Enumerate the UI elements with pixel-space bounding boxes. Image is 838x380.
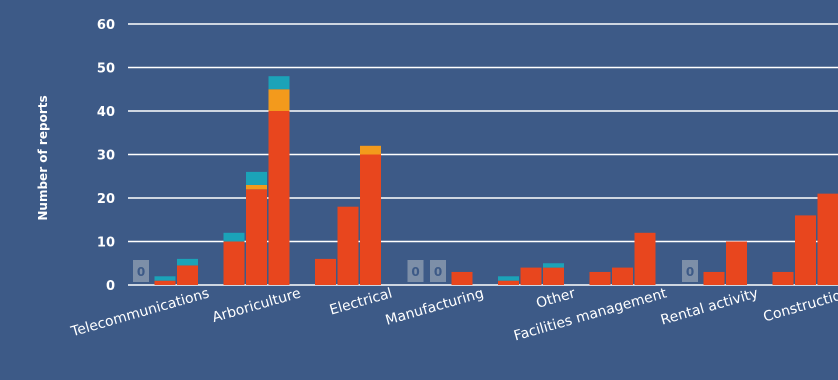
category-label: Facilities management (512, 285, 669, 344)
bar-segment-red (817, 193, 838, 285)
bar-segment-red (223, 241, 245, 285)
bar-segment-red (795, 215, 816, 285)
bar-segment-orange (360, 145, 381, 155)
bar-segment-red (315, 258, 336, 285)
zero-marker (682, 260, 698, 282)
bar-segment-red (612, 267, 633, 285)
bar-segment-teal (246, 171, 267, 185)
bar-segment-teal (154, 276, 176, 281)
bar-segment-red (772, 271, 794, 285)
bar-segment-teal (543, 263, 564, 268)
bar-segment-orange (246, 184, 267, 190)
zero-marker (407, 260, 424, 282)
zero-marker-label: 0 (137, 265, 145, 279)
zero-marker-label: 0 (686, 265, 694, 279)
bar-segment-orange (268, 89, 290, 111)
zero-marker (133, 260, 149, 282)
y-tick-label: 40 (97, 105, 115, 120)
bar-segment-red (589, 271, 611, 285)
y-tick-label: 30 (97, 149, 115, 164)
bar-segment-teal (177, 258, 198, 266)
zero-marker-label: 0 (411, 265, 419, 279)
category-label: Construction (762, 285, 838, 325)
bar-segment-red (703, 271, 725, 285)
bar-segment-red (268, 111, 290, 285)
bar-segment-red (726, 241, 747, 285)
bar-segment-red (337, 206, 359, 285)
bar-segment-teal (223, 232, 245, 242)
bar-segment-red (451, 271, 473, 285)
y-tick-label: 10 (97, 236, 115, 251)
y-tick-label: 60 (97, 18, 115, 33)
category-label: Manufacturing (384, 285, 486, 328)
bar-segment-red (520, 267, 542, 285)
y-tick-label: 50 (97, 62, 115, 77)
bar-segment-red (498, 280, 519, 285)
category-label: Telecommunications (68, 285, 211, 340)
bar-segment-red (177, 265, 198, 285)
bars (133, 76, 838, 285)
category-label: Arboriculture (210, 285, 302, 326)
zero-marker (430, 260, 446, 282)
y-tick-label: 0 (106, 279, 115, 294)
zero-marker-label: 0 (434, 265, 442, 279)
bar-segment-red (360, 154, 381, 285)
bar-segment-red (634, 232, 656, 285)
category-label: Other (534, 285, 577, 311)
bar-segment-teal (268, 76, 290, 90)
bar-segment-red (154, 280, 176, 285)
bar-segment-red (246, 189, 267, 285)
bar-segment-red (543, 267, 564, 285)
bar-segment-teal (498, 276, 519, 281)
y-axis-label: Number of reports (36, 95, 50, 220)
category-label: Rental activity (659, 285, 760, 328)
y-tick-label: 20 (97, 192, 115, 207)
